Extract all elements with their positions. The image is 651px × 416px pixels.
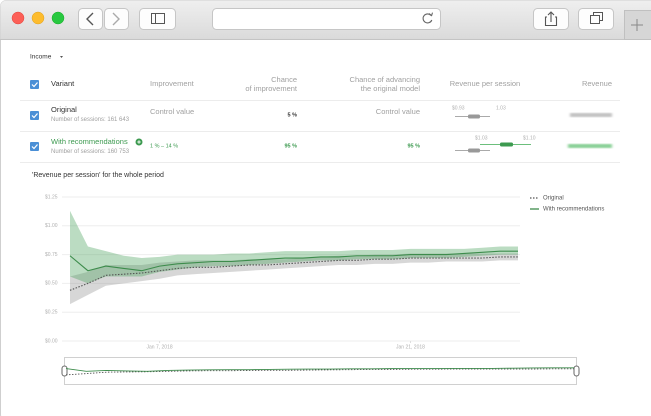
improvement: 1 % – 14 % (150, 143, 178, 149)
filter-dropdown[interactable]: Income (30, 54, 52, 61)
series-line (69, 250, 518, 272)
confidence-band (70, 210, 518, 284)
header-revenue: Revenue (582, 79, 612, 88)
revenue-blurred (570, 113, 612, 117)
checkbox[interactable] (30, 142, 39, 151)
legend-label: With recommendations (543, 207, 604, 213)
rps-label: $1.03 (475, 135, 488, 141)
header-rps: Revenue per session (450, 79, 520, 88)
share-button[interactable] (533, 8, 569, 30)
rps-boxplot (455, 114, 490, 119)
dropdown-caret (60, 56, 63, 58)
rps-label: 1.03 (496, 105, 506, 111)
zoom-button[interactable] (51, 11, 65, 25)
x-tick-label: Jan 7, 2018 (147, 344, 173, 350)
y-tick-label: $0.75 (45, 252, 58, 258)
header-chance: of improvement (245, 84, 298, 93)
revenue-blurred (568, 144, 612, 148)
header-variant: Variant (51, 79, 75, 88)
back-button[interactable] (78, 8, 103, 30)
header-chance: Chance (271, 75, 297, 84)
y-tick-label: $0.25 (45, 310, 58, 316)
confidence-band (70, 253, 518, 305)
chart: $0.00 $0.25 $0.50 $0.75 $1.00 $1.25 Jan 7, 201… (45, 194, 604, 350)
navigator-line (65, 368, 574, 376)
sidebar-button[interactable] (139, 8, 176, 30)
new-tab-button[interactable] (624, 10, 651, 40)
navigator-line (65, 367, 574, 372)
sessions: Number of sessions: 161 643 (51, 117, 130, 123)
header-improvement: Improvement (150, 79, 195, 88)
info-icon[interactable] (135, 138, 143, 146)
tabs-button[interactable] (578, 8, 614, 30)
rps-label: $0.93 (452, 105, 465, 111)
forward-button[interactable] (104, 8, 129, 30)
advancing: Control value (376, 107, 420, 116)
x-tick-label: Jan 21, 2018 (396, 344, 425, 350)
variant-name: With recommendations (51, 137, 128, 146)
rps-label: $1.10 (523, 135, 536, 141)
chart-title: 'Revenue per session' for the whole peri… (32, 172, 164, 179)
minimize-button[interactable] (31, 11, 45, 25)
variant-name: Original (51, 105, 77, 114)
chance: 95 % (284, 143, 297, 149)
rps-boxplot (455, 142, 531, 153)
legend-label: Original (543, 196, 564, 202)
close-button[interactable] (11, 11, 25, 25)
checkbox[interactable] (30, 111, 39, 120)
sessions: Number of sessions: 160 753 (51, 149, 130, 155)
chance: 5 % (288, 112, 298, 118)
y-tick-label: $0.00 (45, 338, 58, 344)
address-bar[interactable] (212, 8, 441, 30)
y-tick-label: $0.50 (45, 281, 58, 287)
header-advancing: the original model (361, 84, 421, 93)
navigator-lines (65, 367, 574, 376)
advancing: 95 % (407, 143, 420, 149)
improvement: Control value (150, 107, 194, 116)
y-tick-label: $1.25 (45, 194, 58, 200)
y-tick-label: $1.00 (45, 223, 58, 229)
header-advancing: Chance of advancing (350, 75, 420, 84)
checkbox[interactable] (30, 80, 39, 89)
